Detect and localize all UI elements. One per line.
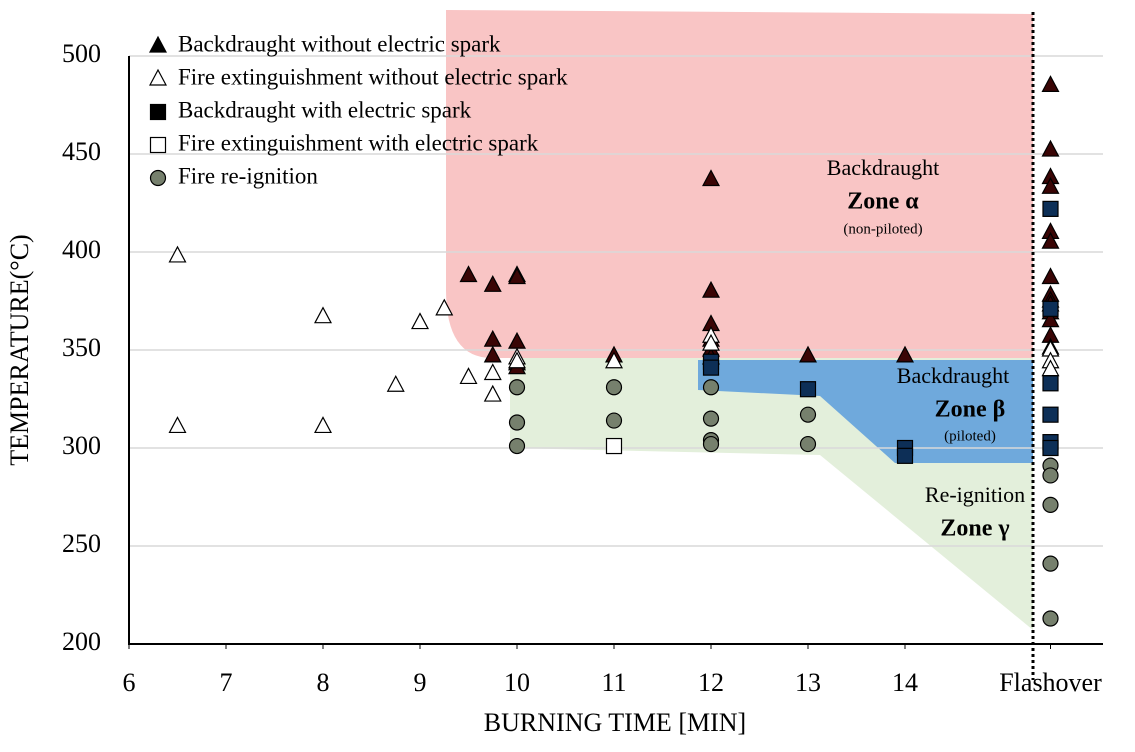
triangle-marker	[605, 351, 623, 369]
legend-label: Fire extinguishment without electric spa…	[178, 64, 568, 89]
triangle-marker	[149, 35, 167, 53]
legend-label: Backdraught with electric spark	[178, 97, 472, 122]
zone-label: Re-ignition	[925, 482, 1025, 507]
triangle-marker	[483, 384, 502, 402]
square-marker	[1042, 300, 1059, 317]
y-tick-label: 400	[62, 235, 101, 264]
circle-marker	[508, 437, 526, 455]
circle-marker	[702, 435, 720, 453]
x-tick-label: 9	[414, 668, 427, 697]
square-marker	[1042, 439, 1059, 457]
triangle-marker	[1041, 231, 1060, 249]
square-marker	[1042, 200, 1059, 217]
square-marker	[149, 136, 167, 154]
triangle-marker	[459, 367, 478, 385]
y-tick-label: 350	[62, 333, 101, 362]
zone-label: Zone β	[935, 397, 1006, 423]
x-axis-label: BURNING TIME [MIN]	[484, 708, 746, 737]
zone-beta	[698, 360, 1033, 463]
circle-marker	[702, 379, 720, 396]
x-tick-label: 13	[795, 668, 821, 697]
x-tick-label: Flashover	[999, 668, 1102, 697]
zone-label: Zone γ	[940, 516, 1009, 542]
y-tick-label: 450	[62, 137, 101, 166]
square-marker	[605, 437, 623, 455]
legend-label: Fire extinguishment with electric spark	[178, 130, 539, 155]
legend-label: Fire re-ignition	[178, 163, 318, 188]
y-tick-label: 250	[62, 529, 101, 558]
circle-marker	[1042, 496, 1059, 513]
triangle-marker	[411, 312, 429, 330]
triangle-marker	[483, 275, 502, 292]
circle-marker	[1042, 467, 1059, 484]
triangle-marker	[314, 416, 332, 434]
circle-marker	[508, 414, 526, 431]
x-tick-label: 7	[220, 668, 233, 697]
zone-label: Zone α	[847, 189, 919, 215]
circle-marker	[508, 379, 526, 396]
x-tick-label: 6	[123, 668, 136, 697]
circle-marker	[799, 406, 817, 423]
circle-marker	[605, 412, 623, 429]
zone-label: (non-piloted)	[843, 221, 922, 237]
triangle-marker	[508, 267, 526, 285]
x-tick-label: 10	[504, 668, 530, 697]
square-marker	[149, 103, 167, 121]
triangle-marker	[483, 363, 502, 381]
y-axis-label: TEMPERATURE(°C)	[5, 234, 34, 465]
triangle-marker	[702, 169, 720, 187]
triangle-marker	[314, 306, 332, 324]
legend-label: Backdraught without electric spark	[178, 31, 501, 56]
triangle-marker	[1041, 177, 1060, 194]
x-tick-label: 12	[698, 668, 724, 697]
y-tick-label: 200	[62, 627, 101, 656]
square-marker	[799, 381, 817, 398]
square-marker	[702, 359, 720, 376]
y-tick-label: 500	[62, 39, 101, 68]
triangle-marker	[702, 280, 720, 298]
x-tick-label: 14	[892, 668, 918, 697]
zone-label: Backdraught	[897, 363, 1009, 388]
triangle-marker	[459, 265, 478, 283]
triangle-marker	[896, 345, 914, 363]
zone-alpha	[446, 10, 1033, 358]
x-tick-label: 8	[317, 668, 330, 697]
triangle-marker	[508, 351, 526, 369]
triangle-marker	[149, 68, 167, 86]
square-marker	[896, 447, 914, 464]
circle-marker	[149, 169, 167, 187]
circle-marker	[605, 379, 623, 396]
triangle-marker	[483, 345, 502, 363]
square-marker	[1042, 375, 1059, 392]
triangle-marker	[1041, 75, 1060, 93]
triangle-marker	[386, 375, 405, 392]
triangle-marker	[168, 416, 187, 434]
triangle-marker	[1041, 267, 1060, 285]
circle-marker	[702, 410, 720, 427]
circle-marker	[799, 435, 817, 453]
y-tick-label: 300	[62, 431, 101, 460]
square-marker	[1042, 406, 1059, 423]
triangle-marker	[168, 245, 187, 263]
circle-marker	[1042, 610, 1059, 627]
triangle-marker	[435, 298, 454, 316]
x-tick-label: 11	[601, 668, 626, 697]
zone-label: Backdraught	[827, 155, 939, 180]
triangle-marker	[799, 345, 817, 363]
triangle-marker	[702, 333, 720, 351]
zone-label: (piloted)	[944, 428, 996, 444]
circle-marker	[1042, 555, 1059, 572]
triangle-marker	[1041, 139, 1060, 157]
